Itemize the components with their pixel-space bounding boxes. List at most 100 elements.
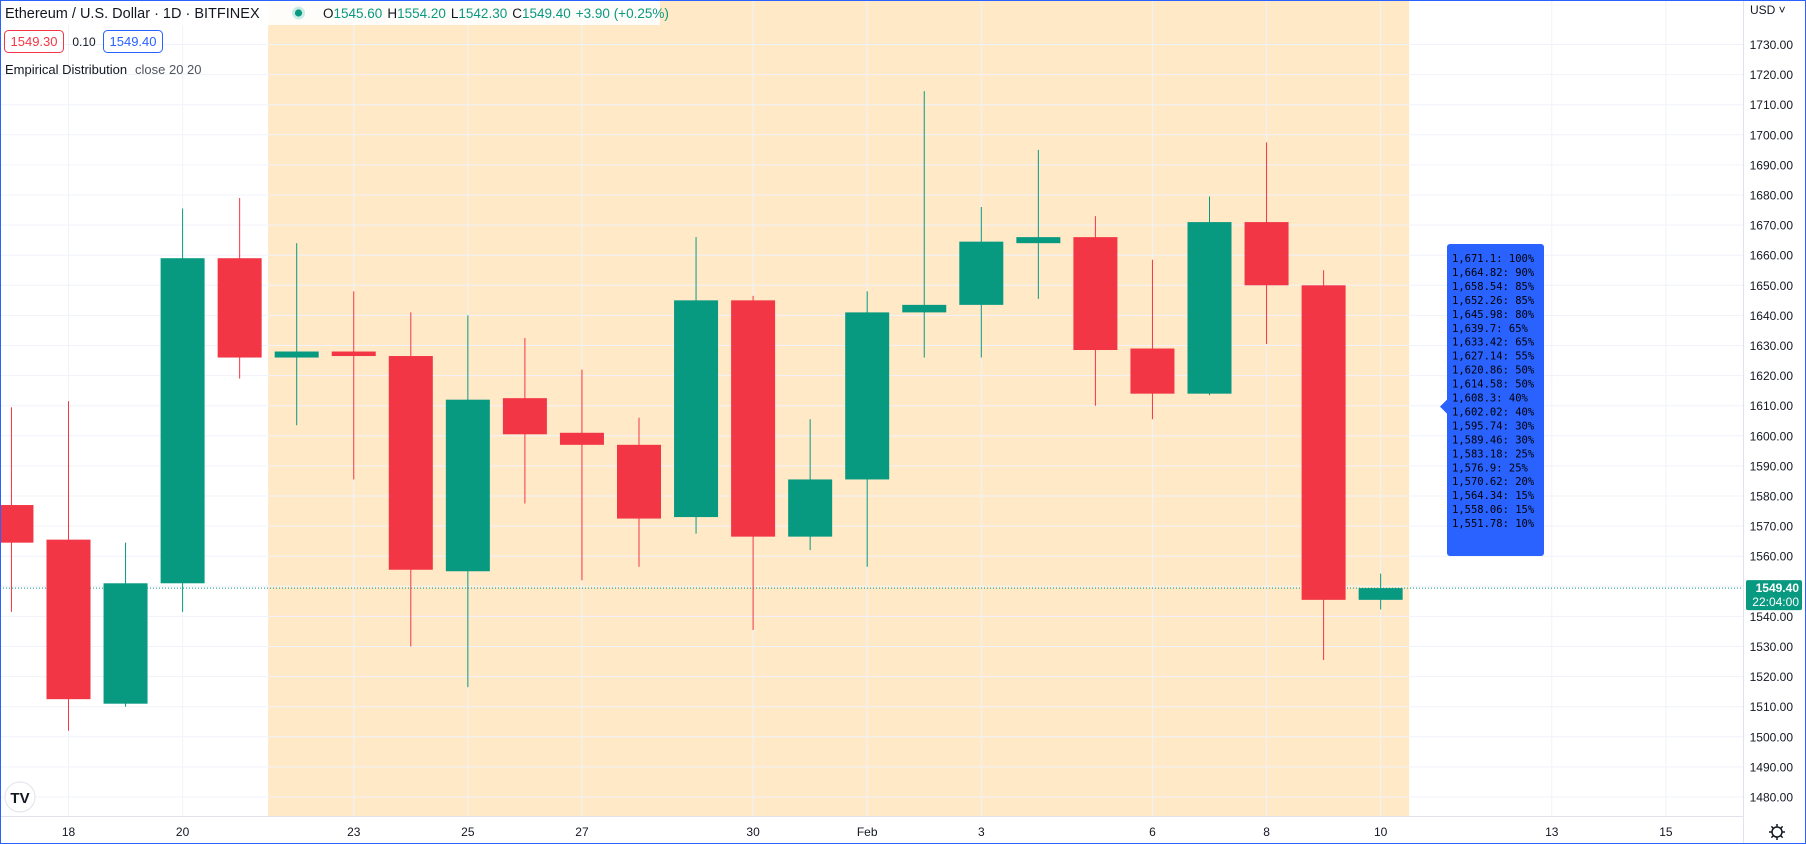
- time-tick-label: 10: [1374, 825, 1388, 839]
- price-tick-label: 1620.00: [1750, 369, 1794, 383]
- ask-price: 1549.40: [110, 34, 157, 49]
- candle-body: [46, 539, 91, 700]
- distribution-label: 1,652.26: 85%: [1452, 295, 1535, 307]
- time-tick-label: 27: [575, 825, 589, 839]
- ohlc-values: O1545.60 H1554.20 L1542.30 C1549.40 +3.90 (+…: [323, 6, 669, 21]
- candle[interactable]: [331, 291, 376, 480]
- tradingview-logo-icon: TV: [10, 790, 29, 807]
- price-tick-label: 1650.00: [1750, 279, 1794, 293]
- candle[interactable]: [731, 295, 776, 630]
- candle[interactable]: [1130, 259, 1175, 420]
- candle[interactable]: [1358, 573, 1403, 610]
- price-tick-label: 1660.00: [1750, 249, 1794, 263]
- candle-body: [1358, 588, 1403, 600]
- candle-body: [1073, 237, 1118, 351]
- indicator-name[interactable]: Empirical Distribution: [5, 62, 127, 77]
- distribution-highlight-zone: [268, 0, 1410, 816]
- price-tick-label: 1720.00: [1750, 68, 1794, 82]
- ask-price-box[interactable]: [103, 30, 163, 53]
- candle[interactable]: [1073, 216, 1118, 406]
- candle-body: [1244, 222, 1289, 286]
- ohlc-key: H: [387, 6, 397, 21]
- candle-body: [0, 505, 34, 543]
- time-tick-label: Feb: [857, 825, 878, 839]
- candle-body: [160, 258, 205, 584]
- candle[interactable]: [1187, 196, 1232, 396]
- distribution-label: 1,558.06: 15%: [1452, 504, 1535, 516]
- candle[interactable]: [788, 419, 833, 551]
- distribution-label: 1,576.9: 25%: [1452, 462, 1529, 474]
- ohlc-value: 1549.40: [522, 6, 571, 21]
- price-tick-label: 1590.00: [1750, 459, 1794, 473]
- candle[interactable]: [160, 208, 205, 612]
- price-tick-label: 1540.00: [1750, 610, 1794, 624]
- time-tick-label: 18: [62, 825, 76, 839]
- settings-gear-icon[interactable]: [1769, 824, 1785, 840]
- price-tick-label: 1730.00: [1750, 38, 1794, 52]
- market-status-icon[interactable]: [294, 9, 303, 17]
- time-tick-label: 3: [978, 825, 985, 839]
- candle-body: [1016, 237, 1061, 244]
- candle-body: [103, 583, 148, 704]
- distribution-label: 1,595.74: 30%: [1452, 420, 1535, 432]
- distribution-label: 1,639.7: 65%: [1452, 323, 1529, 335]
- candle[interactable]: [103, 542, 148, 707]
- candle-body: [1187, 222, 1232, 394]
- candle[interactable]: [445, 315, 490, 688]
- price-tick-label: 1530.00: [1750, 640, 1794, 654]
- distribution-label: 1,645.98: 80%: [1452, 309, 1535, 321]
- candle[interactable]: [959, 207, 1004, 358]
- price-axis[interactable]: [1743, 0, 1806, 844]
- candle[interactable]: [1301, 270, 1346, 661]
- candle[interactable]: [217, 198, 262, 379]
- candle[interactable]: [902, 91, 947, 358]
- candle-body: [902, 304, 947, 313]
- candle[interactable]: [674, 237, 719, 534]
- currency-menu[interactable]: USD ˅: [1750, 3, 1786, 17]
- price-tick-label: 1710.00: [1750, 98, 1794, 112]
- candle[interactable]: [1016, 149, 1061, 299]
- price-tick-label: 1570.00: [1750, 520, 1794, 534]
- candle-body: [617, 444, 661, 519]
- distribution-label: 1,583.18: 25%: [1452, 448, 1535, 460]
- candle[interactable]: [559, 369, 604, 581]
- indicator-params: close 20 20: [135, 62, 202, 77]
- symbol-title[interactable]: Ethereum / U.S. Dollar · 1D · BITFINEX: [5, 6, 260, 22]
- candle[interactable]: [845, 291, 890, 567]
- price-tick-label: 1500.00: [1750, 730, 1794, 744]
- last-price-badge: [1746, 580, 1802, 611]
- time-axis[interactable]: [0, 816, 1806, 844]
- candle[interactable]: [274, 243, 319, 426]
- candle-body: [331, 351, 376, 357]
- price-tick-label: 1490.00: [1750, 760, 1794, 774]
- candle-body: [1130, 348, 1175, 394]
- candle[interactable]: [1244, 142, 1289, 344]
- ohlc-key: L: [451, 6, 459, 21]
- ohlc-key: C: [512, 6, 522, 21]
- candle-body: [674, 300, 719, 518]
- last-price-label: 1549.40: [1756, 581, 1800, 595]
- price-tick-label: 1600.00: [1750, 429, 1794, 443]
- price-tick-label: 1560.00: [1750, 550, 1794, 564]
- candle[interactable]: [46, 401, 91, 731]
- candle-body: [388, 356, 433, 570]
- ohlc-value: 1545.60: [334, 6, 383, 21]
- price-change: +3.90 (+0.25%): [576, 6, 669, 21]
- bid-price-box[interactable]: [4, 30, 64, 53]
- distribution-label: 1,602.02: 40%: [1452, 406, 1535, 418]
- candle-body: [731, 300, 776, 537]
- distribution-label: 1,627.14: 55%: [1452, 351, 1535, 363]
- candle[interactable]: [388, 312, 433, 647]
- time-tick-label: 15: [1659, 825, 1673, 839]
- tradingview-logo[interactable]: TV: [4, 781, 36, 813]
- price-tick-label: 1480.00: [1750, 791, 1794, 805]
- distribution-label-box[interactable]: [1447, 244, 1544, 556]
- candle[interactable]: [502, 337, 547, 504]
- bid-price: 1549.30: [11, 34, 58, 49]
- candle[interactable]: [0, 407, 34, 612]
- distribution-label: 1,664.82: 90%: [1452, 267, 1535, 279]
- candle[interactable]: [617, 417, 661, 567]
- legend-backdrop: [0, 0, 660, 25]
